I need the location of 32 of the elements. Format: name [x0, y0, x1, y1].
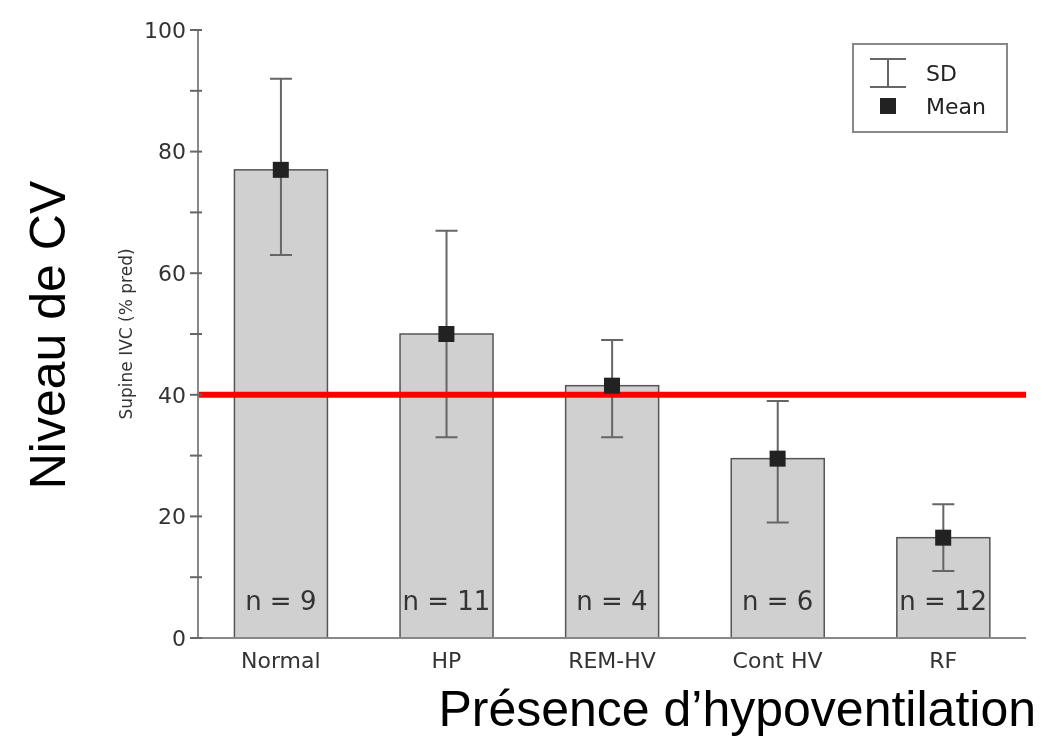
y-tick-label: 0 — [172, 625, 186, 651]
point — [935, 529, 952, 546]
x-tick-label: HP — [431, 647, 462, 673]
y-tick-label: 100 — [144, 17, 186, 43]
y-tick-label: 40 — [158, 382, 186, 408]
point — [438, 326, 455, 342]
bar — [564, 384, 660, 638]
annotation: n = 6 — [741, 586, 814, 616]
x-tick-label: Normal — [241, 647, 321, 673]
legend-label: Mean — [926, 93, 986, 119]
y-tick-label: 60 — [158, 260, 186, 286]
y-tick-label: 20 — [158, 504, 186, 530]
y-tick-label: 80 — [158, 139, 186, 165]
text: Niveau de CV — [19, 180, 77, 490]
x-tick-label: REM-HV — [568, 647, 656, 673]
bar — [896, 536, 991, 638]
bar — [233, 169, 329, 638]
annotation: n = 4 — [576, 586, 648, 616]
annotation: SD — [926, 60, 957, 86]
bar — [399, 333, 494, 638]
legend-box: SD Mean — [852, 43, 1008, 133]
annotation: n = 12 — [899, 586, 988, 616]
point — [604, 377, 620, 394]
annotation: n = 9 — [245, 586, 317, 616]
annotation: n = 11 — [402, 586, 491, 616]
point — [272, 161, 289, 178]
x-tick-label: RF — [929, 647, 958, 673]
point — [769, 450, 786, 467]
y-axis-title: Supine IVC (% pred) — [116, 248, 137, 420]
x-tick-label: Cont HV — [732, 647, 823, 673]
x-axis-title: Présence d’hypoventilation — [437, 680, 1036, 738]
bar — [730, 457, 825, 638]
